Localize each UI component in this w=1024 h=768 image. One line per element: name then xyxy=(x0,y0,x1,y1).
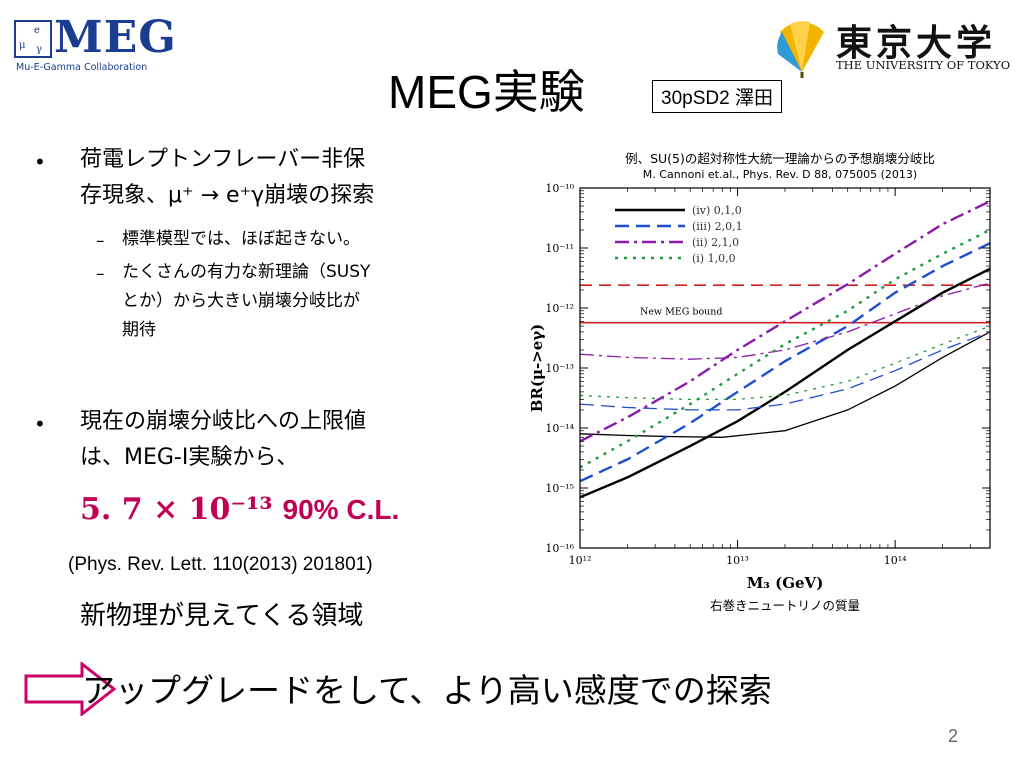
upper-limit-value: 5. 7 × 10⁻¹³ xyxy=(80,492,273,527)
tokyo-logo: 東京大学 THE UNIVERSITY OF TOKYO xyxy=(770,14,1010,78)
slide-title: MEG実験 xyxy=(388,66,585,118)
new-physics-statement: 新物理が見えてくる領域 xyxy=(80,601,364,631)
legend-label: (ii) 2,1,0 xyxy=(692,236,739,249)
legend-label: (iii) 2,0,1 xyxy=(692,220,743,233)
series-curve-upper xyxy=(579,331,991,438)
x-tick-label: 10¹⁴ xyxy=(884,554,907,567)
x-tick-label: 10¹³ xyxy=(726,554,749,567)
bullet-1-line-2: 存現象、μ⁺ → e⁺γ崩壊の探索 xyxy=(80,183,375,208)
sub-bullet-marker: – xyxy=(96,264,105,284)
legend-label: (i) 1,0,0 xyxy=(692,252,736,265)
tokyo-logo-kanji: 東京大学 xyxy=(836,22,997,64)
meg-emblem-icon: μ e γ xyxy=(14,20,52,58)
y-tick-label: 10⁻¹⁰ xyxy=(545,182,574,195)
bullet-1-line-1: 荷電レプトンフレーバー非保 xyxy=(80,147,366,172)
reference-citation: (Phys. Rev. Lett. 110(2013) 201801) xyxy=(68,554,373,575)
meg-logo-subtitle: Mu-E-Gamma Collaboration xyxy=(16,62,148,73)
ginkgo-leaf-icon xyxy=(777,21,824,78)
series-curve-lower xyxy=(579,200,991,443)
y-axis-label: BR(μ->eγ) xyxy=(528,324,546,413)
bound-label: New MEG bound xyxy=(640,307,722,318)
confidence-level: 90% C.L. xyxy=(282,494,400,525)
series-curve-lower xyxy=(579,228,991,469)
page-number: 2 xyxy=(948,726,959,746)
y-tick-label: 10⁻¹³ xyxy=(545,362,574,375)
y-tick-label: 10⁻¹¹ xyxy=(545,242,574,255)
series-curve-upper xyxy=(579,282,991,360)
bullet-2-line-1: 現在の崩壊分岐比への上限値 xyxy=(80,409,367,434)
chart-caption: 例、SU(5)の超対称性大統一理論からの予想崩壊分岐比 xyxy=(625,151,935,166)
x-tick-label: 10¹² xyxy=(569,554,592,567)
sub-bullet-2-line-3: 期待 xyxy=(122,320,156,340)
meg-logo: μ e γ MEG Mu-E-Gamma Collaboration xyxy=(14,12,192,74)
sub-bullet-2-line-2: とか）から大きい崩壊分岐比が xyxy=(122,291,360,311)
y-tick-label: 10⁻¹⁴ xyxy=(545,422,574,435)
series-curve-upper xyxy=(579,325,991,401)
series-curve-upper xyxy=(579,331,991,411)
series-curve-lower xyxy=(579,242,991,483)
legend-label: (iv) 0,1,0 xyxy=(692,204,742,217)
right-arrow-icon xyxy=(24,662,117,716)
branching-ratio-chart: New MEG bound 10⁻¹⁰ 10⁻¹¹ 10⁻¹² 10⁻¹³ 10⁻¹⁴ 1… xyxy=(528,182,991,592)
upper-limit-result: 5. 7 × 10⁻¹³ 90% C.L. xyxy=(80,492,399,527)
sub-bullet-marker: – xyxy=(96,231,105,251)
x-axis-label: M₃ (GeV) xyxy=(747,574,824,592)
author-box: 30pSD2 澤田 xyxy=(652,80,782,113)
bullet-marker: • xyxy=(34,150,46,174)
y-tick-label: 10⁻¹⁵ xyxy=(545,482,574,495)
series-curve-lower xyxy=(579,267,991,499)
upgrade-statement: アップグレードをして、より高い感度での探索 xyxy=(82,671,772,710)
meg-logo-word: MEG xyxy=(54,12,177,63)
plot-frame xyxy=(579,187,991,549)
y-tick-label: 10⁻¹⁶ xyxy=(545,542,574,555)
chart-citation: M. Cannoni et.al., Phys. Rev. D 88, 0750… xyxy=(642,168,918,181)
bullet-2-line-2: は、MEG-I実験から、 xyxy=(80,445,299,470)
chart-note: 右巻きニュートリノの質量 xyxy=(710,598,861,613)
sub-bullet-2-line-1: たくさんの有力な新理論（SUSY xyxy=(122,262,371,282)
y-tick-label: 10⁻¹² xyxy=(545,302,574,315)
sub-bullet-1: 標準模型では、ほぼ起きない。 xyxy=(122,229,360,249)
bullet-marker: • xyxy=(34,412,46,436)
tokyo-logo-english: THE UNIVERSITY OF TOKYO xyxy=(836,58,1011,72)
